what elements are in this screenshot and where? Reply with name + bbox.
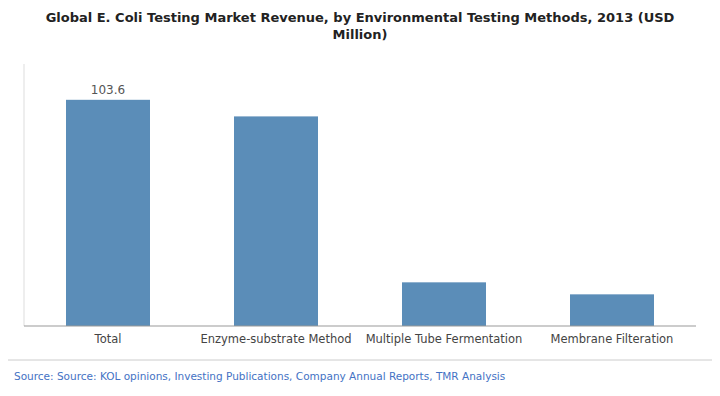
annotation: 103.6 [91,83,125,97]
x-tick-label: Membrane Filteration [551,332,674,346]
y-axis-line [24,64,25,326]
title: Global E. Coli Testing Market Revenue, b… [46,10,675,25]
bar [570,294,654,326]
bars [66,100,654,326]
x-axis-line [24,326,696,327]
x-tick-label: Multiple Tube Fermentation [366,332,523,346]
bar [402,282,486,326]
chart-container: Global E. Coli Testing Market Revenue, b… [0,0,720,396]
bar [234,116,318,326]
footer: Source: Source: KOL opinions, Investing … [14,370,505,382]
x-tick-label: Total [94,332,122,346]
bar [66,100,150,326]
footer-rule [8,360,712,361]
title: Million) [333,27,388,42]
chart-svg: Global E. Coli Testing Market Revenue, b… [0,0,720,396]
x-tick-label: Enzyme-substrate Method [200,332,351,346]
